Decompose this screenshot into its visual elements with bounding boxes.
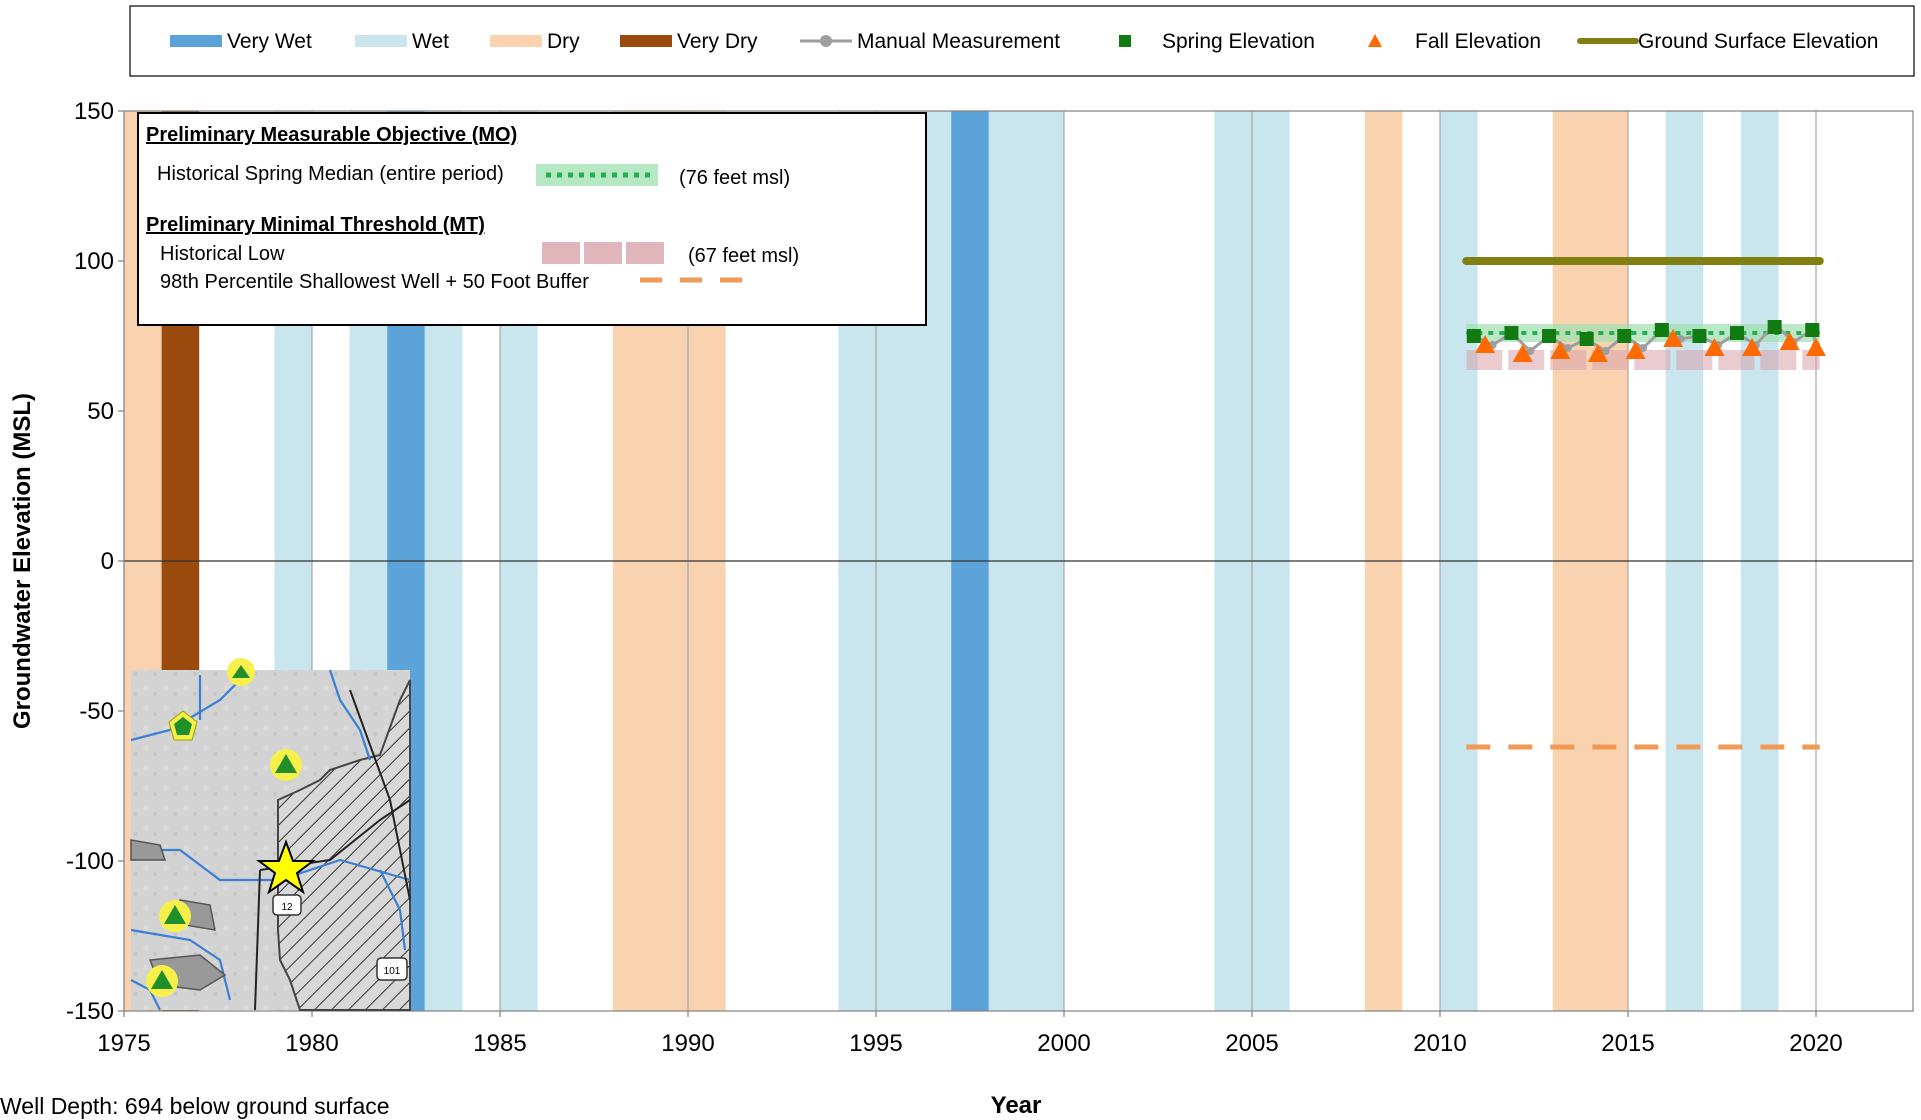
fall-elevation-point (1742, 338, 1763, 356)
route-shield-icon (376, 957, 408, 981)
y-tick-label: 0 (101, 548, 114, 575)
fall-elevation-point (1475, 335, 1496, 353)
x-tick-label: 1980 (285, 1030, 338, 1057)
manual-measurement-point (1639, 344, 1648, 352)
legend-label: Very Wet (227, 30, 312, 53)
x-tick-label: 2010 (1413, 1030, 1466, 1057)
route-label-101: 101 (384, 966, 401, 977)
y-tick-label: -50 (79, 698, 114, 725)
legend: Very Wet Wet Dry Very Dry Manual Measurement… (170, 30, 1878, 53)
legend-label: Manual Measurement (857, 30, 1060, 53)
y-tick-label: 50 (87, 398, 114, 425)
legend-item: Ground Surface Elevation (1577, 30, 1878, 53)
mt-label-1: Historical Low (160, 243, 285, 265)
objective-threshold-box: Preliminary Measurable Objective (MO) Hi… (137, 112, 927, 326)
spring-elevation-point (1542, 329, 1557, 343)
well-depth-note: Well Depth: 694 below ground surface (0, 1093, 390, 1119)
x-tick-label: 1985 (473, 1030, 526, 1057)
y-tick-label: -100 (66, 848, 114, 875)
mt-swatch (542, 242, 664, 264)
legend-swatch (1368, 34, 1382, 47)
legend-label: Spring Elevation (1162, 30, 1315, 53)
x-tick-label: 2015 (1601, 1030, 1654, 1057)
series-layer (1462, 257, 1826, 750)
legend-item: Very Wet (170, 30, 312, 53)
y-tick-label: -150 (66, 998, 114, 1025)
spring-elevation-point (1466, 329, 1481, 343)
map-boundary-line (130, 669, 411, 1011)
mo-swatch-glow (536, 164, 658, 186)
y-tick-label: 100 (74, 248, 114, 275)
legend-swatch (620, 35, 672, 47)
mt-label-2: 98th Percentile Shallowest Well + 50 Foo… (160, 271, 589, 293)
spring-elevation-point (1617, 329, 1632, 343)
mt-heading: Preliminary Minimal Threshold (MT) (146, 214, 485, 236)
legend-item: Wet (355, 30, 449, 53)
triangle-well-icon (146, 658, 302, 997)
legend-label: Fall Elevation (1415, 30, 1541, 53)
legend-label: Ground Surface Elevation (1638, 30, 1878, 53)
legend-item: Dry (490, 30, 580, 53)
y-tick-label: 150 (74, 98, 114, 125)
route-shield-icon (272, 894, 302, 916)
mo-value: (76 feet msl) (679, 167, 790, 189)
x-tick-label: 1990 (661, 1030, 714, 1057)
fall-elevation-point (1512, 344, 1533, 362)
fall-elevation-point (1625, 341, 1646, 359)
x-axis-title: Year (991, 1092, 1042, 1119)
route-label-12: 12 (281, 902, 293, 913)
location-map-inset: 12 101 (130, 658, 411, 1011)
legend-item: Very Dry (620, 30, 758, 53)
fall-elevation-point (1550, 341, 1571, 359)
legend-label: Dry (547, 30, 580, 53)
y-axis-title: Groundwater Elevation (MSL) (9, 393, 36, 729)
x-tick-label: 2000 (1037, 1030, 1090, 1057)
legend-swatch (490, 35, 542, 47)
fall-elevation-point (1806, 338, 1826, 356)
legend-item: Manual Measurement (800, 30, 1060, 53)
manual-measurement-point (1526, 347, 1535, 355)
mo-heading: Preliminary Measurable Objective (MO) (146, 124, 517, 146)
spring-elevation-point (1579, 332, 1594, 346)
spring-elevation-point (1504, 326, 1519, 340)
spring-elevation-point (1767, 320, 1782, 334)
x-tick-label: 2020 (1789, 1030, 1842, 1057)
x-tick-label: 1995 (849, 1030, 902, 1057)
legend-item: Fall Elevation (1368, 30, 1541, 53)
spring-elevation-point (1692, 329, 1707, 343)
legend-swatch-marker (820, 35, 832, 47)
legend-swatch (1119, 35, 1131, 47)
spring-elevation-point (1805, 323, 1820, 337)
mo-label: Historical Spring Median (entire period) (157, 163, 504, 185)
mt-value-1: (67 feet msl) (688, 245, 799, 267)
fall-elevation-point (1704, 338, 1725, 356)
manual-measurement-point (1563, 344, 1572, 352)
legend-swatch (355, 35, 407, 47)
legend-label: Very Dry (677, 30, 758, 53)
spring-elevation-point (1654, 323, 1669, 337)
fall-elevation-point (1779, 332, 1800, 350)
legend-item: Spring Elevation (1119, 30, 1315, 53)
x-tick-label: 2005 (1225, 1030, 1278, 1057)
spring-elevation-point (1730, 326, 1745, 340)
axes: -150 -100 -50 0 50 100 150 1975 1980 1985 1990 1995… (66, 98, 1843, 1057)
manual-measurement-point (1601, 347, 1610, 355)
star-well-icon (256, 839, 316, 895)
x-tick-label: 1975 (97, 1030, 150, 1057)
legend-swatch (170, 35, 222, 47)
fall-elevation-point (1587, 344, 1608, 362)
legend-label: Wet (412, 30, 449, 53)
fall-elevation-point (1663, 329, 1684, 347)
